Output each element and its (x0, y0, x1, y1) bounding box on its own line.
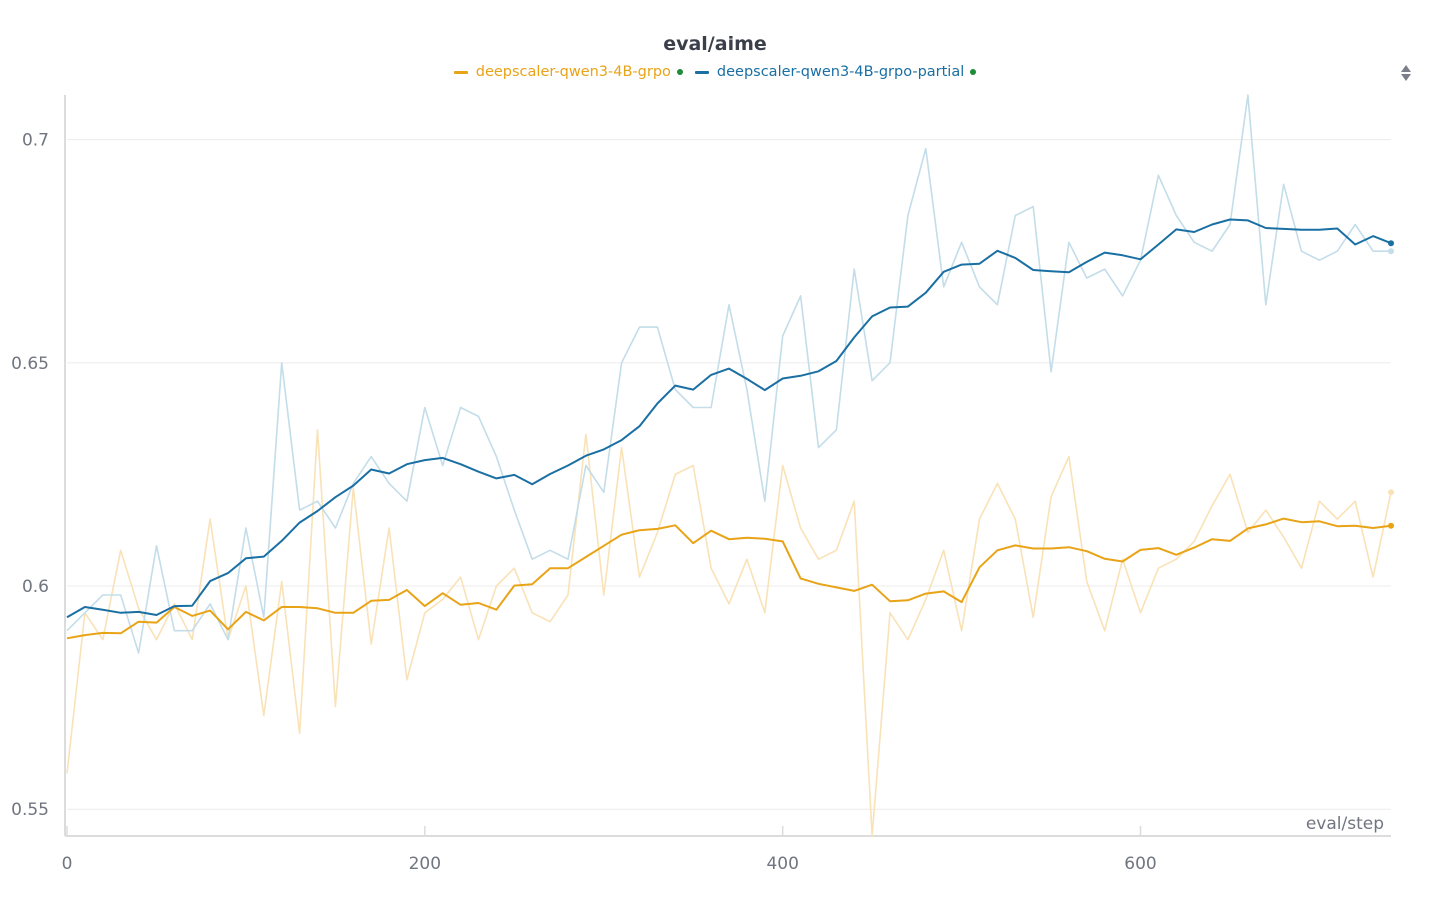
legend-swatch-grpo (453, 70, 468, 74)
x-axis-title: eval/step (1306, 814, 1384, 834)
y-tick-label: 0.65 (11, 354, 49, 374)
series-raw-end-point (1388, 489, 1394, 496)
series-smoothed-line (66, 218, 1392, 619)
y-tick-label: 0.7 (22, 131, 49, 151)
x-tick-label: 200 (409, 854, 441, 874)
y-tick-label: 0.6 (22, 577, 49, 597)
legend-item-grpo-partial[interactable]: deepscaler-qwen3-4B-grpo-partial (694, 64, 977, 80)
legend: deepscaler-qwen3-4B-grpo deepscaler-qwen… (0, 64, 1430, 80)
series-smoothed-line (66, 517, 1392, 640)
x-tick-label: 0 (62, 854, 73, 874)
sort-icon[interactable] (1398, 64, 1414, 82)
y-tick-label: 0.55 (11, 800, 49, 820)
legend-swatch-grpo-partial (694, 70, 709, 74)
series-raw-line (66, 94, 1391, 654)
series-smoothed-end-point (1388, 522, 1394, 529)
series-raw-line (66, 428, 1392, 837)
run-status-dot-icon (676, 69, 683, 75)
chart-title: eval/aime (663, 33, 767, 55)
x-tick-label: 600 (1124, 854, 1156, 874)
legend-label-grpo-partial: deepscaler-qwen3-4B-grpo-partial (716, 64, 965, 80)
series-smoothed-end-point (1388, 240, 1394, 247)
x-tick-label: 400 (766, 854, 798, 874)
legend-label-grpo: deepscaler-qwen3-4B-grpo (475, 64, 671, 80)
run-status-dot-icon (970, 69, 977, 75)
legend-item-grpo[interactable]: deepscaler-qwen3-4B-grpo (453, 64, 683, 80)
series-raw-end-point (1388, 248, 1394, 255)
